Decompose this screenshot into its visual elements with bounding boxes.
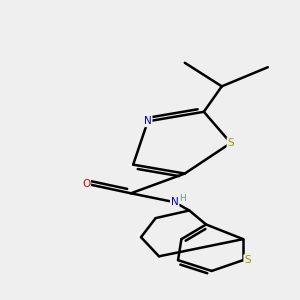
Text: O: O: [82, 179, 90, 189]
Text: H: H: [179, 194, 186, 203]
Text: N: N: [144, 116, 152, 126]
Text: N: N: [171, 197, 178, 207]
Text: S: S: [244, 255, 251, 265]
Text: S: S: [227, 138, 234, 148]
